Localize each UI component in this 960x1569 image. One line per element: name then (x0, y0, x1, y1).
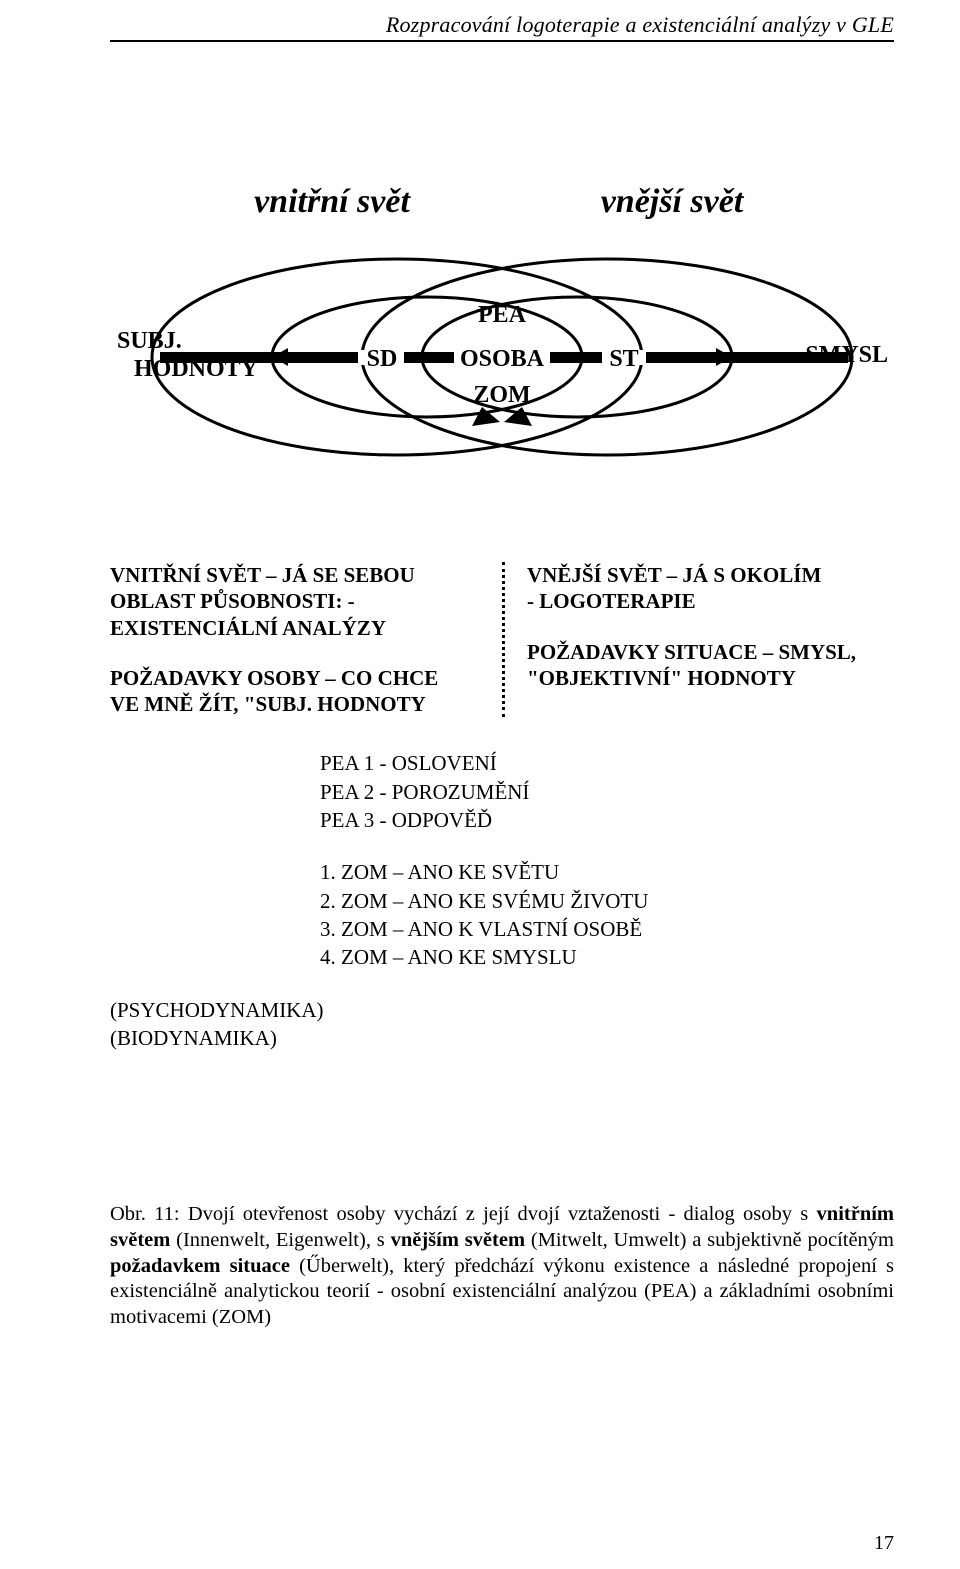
label-outer-world: vnější svět (601, 183, 745, 220)
diagram-svg: vnitřní svět vnější svět PEA (112, 162, 892, 492)
right-column: VNĚJŠÍ SVĚT – JÁ S OKOLÍM - LOGOTERAPIE … (502, 562, 894, 717)
psychodynamika: (PSYCHODYNAMIKA) (110, 996, 894, 1024)
figure-caption: Obr. 11: Dvojí otevřenost osoby vychází … (110, 1202, 894, 1330)
zom-line-2: 2. ZOM – ANO KE SVÉMU ŽIVOTU (320, 887, 894, 915)
caption-bold-2: vnějším světem (391, 1229, 525, 1251)
caption-prefix: Obr. 11: Dvojí otevřenost osoby vychází … (110, 1203, 817, 1225)
dynamics-block: (PSYCHODYNAMIKA) (BIODYNAMIKA) (110, 996, 894, 1053)
label-subj: SUBJ. (117, 328, 182, 354)
left-line4: VE MNĚ ŽÍT, "SUBJ. HODNOTY (110, 691, 492, 717)
right-line4: "OBJEKTIVNÍ" HODNOTY (527, 665, 894, 691)
left-line2: OBLAST PŮSOBNOSTI: - EXISTENCIÁLNÍ ANALÝ… (110, 588, 492, 641)
pea-list: PEA 1 - OSLOVENÍ PEA 2 - POROZUMĚNÍ PEA … (320, 749, 894, 834)
zom-line-4: 4. ZOM – ANO KE SMYSLU (320, 943, 894, 971)
zom-list: 1. ZOM – ANO KE SVĚTU 2. ZOM – ANO KE SV… (320, 858, 894, 971)
caption-bold-3: požadavkem situace (110, 1255, 290, 1277)
pea-line-2: PEA 2 - POROZUMĚNÍ (320, 778, 894, 806)
label-st: ST (609, 346, 638, 372)
right-line3: POŽADAVKY SITUACE – SMYSL, (527, 639, 894, 665)
pea-line-1: PEA 1 - OSLOVENÍ (320, 749, 894, 777)
label-pea: PEA (478, 302, 527, 328)
caption-mid1: (Innenwelt, Eigenwelt), s (170, 1229, 390, 1251)
left-column: VNITŘNÍ SVĚT – JÁ SE SEBOU OBLAST PŮSOBN… (110, 562, 502, 717)
zom-line-1: 1. ZOM – ANO KE SVĚTU (320, 858, 894, 886)
label-sd: SD (367, 346, 398, 372)
label-inner-world: vnitřní svět (254, 183, 411, 220)
caption-mid2: (Mitwelt, Umwelt) a subjektivně pocítěný… (525, 1229, 894, 1251)
left-line1: VNITŘNÍ SVĚT – JÁ SE SEBOU (110, 562, 492, 588)
diagram: vnitřní svět vnější svět PEA (112, 162, 892, 492)
left-line3: POŽADAVKY OSOBY – CO CHCE (110, 665, 492, 691)
two-column-block: VNITŘNÍ SVĚT – JÁ SE SEBOU OBLAST PŮSOBN… (110, 562, 894, 717)
label-smysl: SMYSL (805, 342, 888, 368)
page-header-title: Rozpracování logoterapie a existenciální… (110, 12, 894, 42)
page: Rozpracování logoterapie a existenciální… (0, 0, 960, 1569)
label-osoba: OSOBA (460, 346, 545, 372)
right-line2: - LOGOTERAPIE (527, 588, 894, 614)
right-line1: VNĚJŠÍ SVĚT – JÁ S OKOLÍM (527, 562, 894, 588)
page-number: 17 (874, 1532, 894, 1555)
pea-line-3: PEA 3 - ODPOVĚĎ (320, 806, 894, 834)
middle-lists: PEA 1 - OSLOVENÍ PEA 2 - POROZUMĚNÍ PEA … (320, 749, 894, 971)
label-hodnoty: HODNOTY (134, 356, 258, 382)
biodynamika: (BIODYNAMIKA) (110, 1024, 894, 1052)
label-zom: ZOM (473, 382, 530, 408)
zom-line-3: 3. ZOM – ANO K VLASTNÍ OSOBĚ (320, 915, 894, 943)
